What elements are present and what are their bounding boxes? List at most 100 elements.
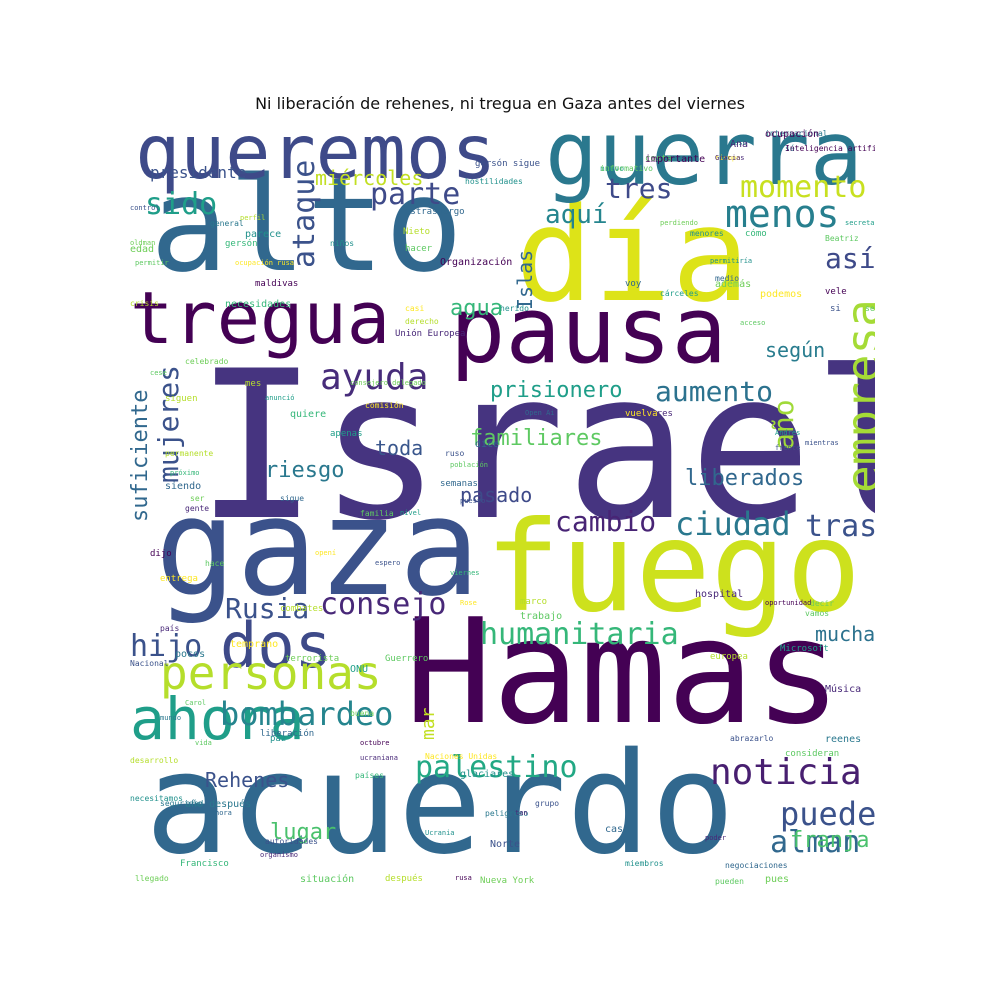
word-queremos: queremos <box>135 120 497 196</box>
small-word: perdiendo <box>660 219 698 227</box>
small-word: casi <box>405 304 425 313</box>
small-word: vuelva <box>625 409 658 419</box>
word-hamas: Hamas <box>405 588 842 757</box>
small-word: celebrado <box>185 357 229 366</box>
small-word: Carol <box>185 699 207 707</box>
small-word: terrorista <box>285 654 340 664</box>
small-word: ocupación rusa <box>235 259 295 267</box>
word-lugar: lugar <box>270 820 337 845</box>
word-rusia: Rusia <box>225 592 310 625</box>
small-word: maldivas <box>255 279 299 289</box>
word-personas: personas <box>160 646 382 700</box>
small-word: espero <box>375 559 401 567</box>
small-word: liberación <box>260 729 315 739</box>
small-word: paz <box>270 734 287 744</box>
small-word: puesto <box>460 497 486 505</box>
small-word: control <box>130 204 160 212</box>
small-word: abrazarlo <box>730 734 774 743</box>
word-rehenes: Rehenes <box>205 768 290 792</box>
small-word: permitir <box>135 259 169 267</box>
small-word: población <box>450 461 488 469</box>
word-alto: alto <box>150 149 464 301</box>
small-word: secuestrados <box>865 304 875 313</box>
small-word: trabajo <box>520 611 563 622</box>
small-word: estrasburgo <box>405 207 465 217</box>
small-word: año después <box>185 799 252 810</box>
small-word: vida <box>195 739 212 747</box>
word-cambio: cambio <box>555 505 657 538</box>
small-word: casa <box>605 824 630 835</box>
small-word: secretario <box>845 219 875 227</box>
word-ayuda: ayuda <box>320 357 429 398</box>
small-word: tiempo <box>715 154 741 162</box>
small-word: situación <box>300 874 355 885</box>
small-word: gersón <box>225 239 258 249</box>
small-word: decir <box>810 599 835 608</box>
small-word: combates <box>280 604 324 614</box>
small-word: viernes <box>450 569 480 577</box>
word-prisionero: prisionero <box>490 378 623 403</box>
word-según: según <box>765 338 826 362</box>
small-word: siendo <box>165 481 202 492</box>
small-word: peligroso <box>485 809 529 818</box>
small-word: voy <box>625 279 642 289</box>
word-aumento: aumento <box>655 375 774 408</box>
small-word: Andrés <box>775 429 801 437</box>
small-word: consejero delegado <box>350 379 426 387</box>
small-word: poder <box>705 834 727 842</box>
small-word: mundo <box>160 714 182 722</box>
word-ahora: ahora <box>130 685 305 753</box>
small-word: Nieto <box>403 227 431 237</box>
word-parte: parte <box>370 177 461 212</box>
small-word: Beatriz <box>825 234 859 243</box>
small-word: necesitamos <box>130 794 183 803</box>
small-word: nivel <box>400 509 422 517</box>
small-word: paso <box>730 139 747 147</box>
small-word: nuevo <box>600 164 625 173</box>
small-word: dice <box>475 439 500 450</box>
small-word: organismo <box>260 851 298 859</box>
word-acuerdo: acuerdo <box>145 723 736 886</box>
small-word: seguridad <box>160 799 204 808</box>
small-word: reenes <box>825 734 862 745</box>
word-empresa: empresa <box>836 299 875 494</box>
small-word: Open Ai <box>525 409 555 417</box>
small-word: sé <box>785 144 795 153</box>
word-noticia: noticia <box>710 752 862 793</box>
small-word: gersón sigue <box>475 159 541 169</box>
small-word: Ucrania <box>425 829 455 837</box>
small-word: rusa <box>455 874 472 882</box>
word-toda: toda <box>375 436 424 460</box>
small-word: medio <box>715 274 740 283</box>
word-liberados: liberados <box>685 466 805 491</box>
small-word: países <box>355 771 384 780</box>
word-tres: tres <box>605 172 673 205</box>
word-día: día <box>515 179 750 331</box>
small-word: ONU <box>350 664 369 675</box>
word-cloud: Israel acuerdo Hamas fuego gaza día alto guerra… <box>125 120 875 890</box>
word-tras: tras <box>805 509 875 544</box>
small-word: Nacional <box>130 659 169 668</box>
word-mucha: mucha <box>815 622 875 646</box>
small-word: autoridades <box>265 837 318 846</box>
word-ciudad: ciudad <box>675 505 791 543</box>
small-word: quiere <box>290 409 327 420</box>
word-palestino: palestino <box>415 750 578 785</box>
word-islas: Islas <box>513 249 537 310</box>
small-word: pues <box>765 874 790 885</box>
small-word: entrega <box>160 574 198 584</box>
small-word: llegado <box>135 874 169 883</box>
small-word: Organización <box>440 257 513 268</box>
small-word: Microsoft <box>780 644 829 654</box>
small-word: general <box>210 219 244 228</box>
word-pasado: pasado <box>460 483 533 507</box>
small-word: consideran <box>785 749 840 759</box>
small-word: cese <box>150 369 167 377</box>
small-word: dijo <box>150 549 172 559</box>
small-word: cómo <box>745 229 767 239</box>
word-año: año <box>767 399 800 451</box>
small-word: desarrollo <box>130 756 179 765</box>
small-word: hora <box>215 809 232 817</box>
word-riesgo: riesgo <box>265 458 345 483</box>
small-word: herido <box>500 304 529 313</box>
